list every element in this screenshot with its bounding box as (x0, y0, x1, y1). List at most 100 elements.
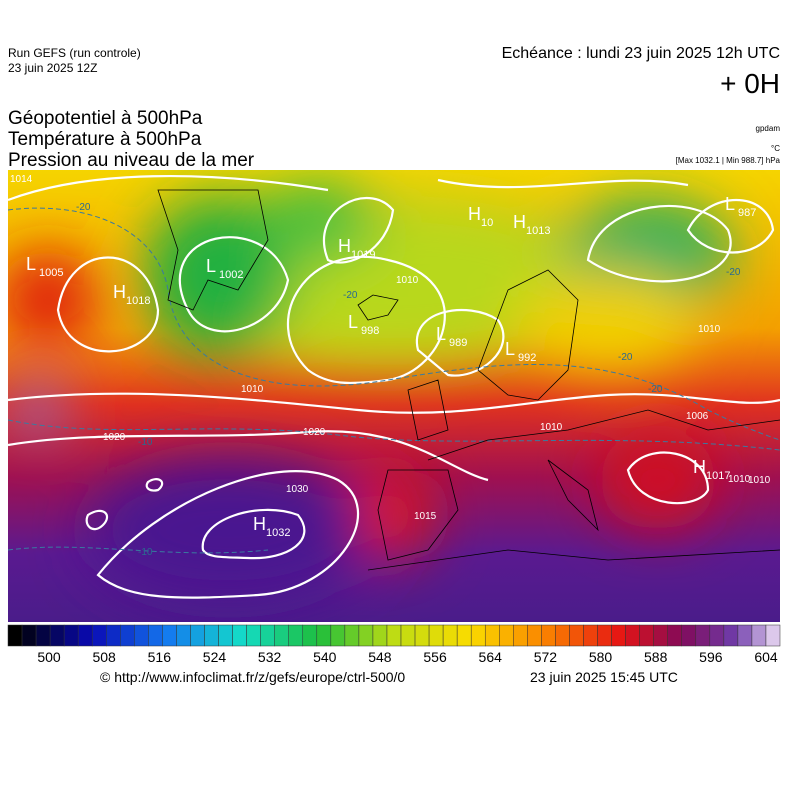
colorbar-cell (386, 624, 402, 647)
center-value: 1002 (219, 269, 243, 281)
colorbar-cell (358, 624, 374, 647)
colorbar-cell (484, 624, 500, 647)
colorbar-cell (134, 624, 149, 647)
colorbar-cell (91, 624, 107, 647)
isotherm-label: -10 (138, 437, 153, 448)
center-value: 1005 (39, 267, 63, 279)
colorbar-tick-label: 524 (203, 649, 227, 665)
center-letter: H (468, 204, 481, 224)
colorbar-tick-label: 508 (92, 649, 116, 665)
isobar-label: 1030 (286, 484, 309, 495)
isobar-label: 1010 (540, 422, 563, 433)
isotherm-label: -20 (726, 267, 741, 278)
colorbar-cell (428, 624, 444, 647)
colorbar-cell (639, 624, 654, 647)
colorbar-tick-label: 588 (644, 649, 668, 665)
isotherm-label: -10 (138, 547, 153, 558)
center-value: 998 (361, 325, 379, 337)
colorbar-cell (400, 624, 416, 647)
colorbar-cell (527, 624, 542, 647)
colorbar-cell (176, 624, 191, 647)
center-letter: L (206, 256, 216, 276)
title: Température à 500hPa (8, 129, 202, 150)
center-value: 1013 (526, 225, 550, 237)
center-value: 989 (449, 337, 467, 349)
center-value: 10 (481, 217, 493, 229)
isobar-label: 1010 (728, 474, 751, 485)
colorbar-cell (148, 624, 163, 647)
colorbar-cell (63, 624, 79, 647)
isobar-label: 1020 (103, 432, 126, 443)
colorbar-cell (246, 624, 261, 647)
isobar-label: 1006 (686, 411, 709, 422)
colorbar-cell (7, 624, 23, 647)
center-letter: L (436, 324, 446, 344)
center-value: 1018 (126, 295, 150, 307)
source-link: © http://www.infoclimat.fr/z/gefs/europe… (100, 669, 406, 685)
colorbar-tick-label: 580 (589, 649, 613, 665)
colorbar-cell (414, 624, 430, 647)
isobar-label: 1010 (748, 475, 771, 486)
colorbar-cell (330, 624, 346, 647)
colorbar-cell (737, 624, 753, 647)
colorbar-cell (218, 624, 233, 647)
colorbar-tick-label: 540 (313, 649, 337, 665)
colorbar-cell (232, 624, 247, 647)
center-letter: H (338, 236, 351, 256)
center-letter: H (253, 514, 266, 534)
valid-time: Echéance : lundi 23 juin 2025 12h UTC (501, 45, 780, 62)
center-letter: L (348, 312, 358, 332)
colorbar-cell (681, 624, 697, 647)
colorbar-cell (597, 624, 612, 647)
center-letter: L (505, 339, 515, 359)
colorbar-cell (653, 624, 668, 647)
isotherm-label: -20 (648, 384, 663, 395)
colorbar-tick-label: 556 (423, 649, 447, 665)
colorbar-cell (35, 624, 51, 647)
colorbar-cell (695, 624, 711, 647)
colorbar: 500 508 516 524 532 540 548 556 564 572 580 588 596 6… (7, 624, 781, 665)
title: Géopotentiel à 500hPa (8, 108, 203, 129)
colorbar-cell (709, 624, 725, 647)
center-letter: L (725, 194, 735, 214)
colorbar-cell (274, 624, 289, 647)
colorbar-tick-label: 532 (258, 649, 282, 665)
colorbar-cell (21, 624, 37, 647)
center-value: 1032 (266, 527, 290, 539)
isotherm-label: -20 (343, 290, 358, 301)
colorbar-cell (555, 624, 570, 647)
center-letter: H (513, 212, 526, 232)
colorbar-tick-label: 516 (148, 649, 172, 665)
title: Pression au niveau de la mer (8, 150, 255, 171)
colorbar-cell (302, 624, 318, 647)
center-letter: L (26, 254, 36, 274)
colorbar-cell (288, 624, 304, 647)
colorbar-cell (541, 624, 556, 647)
unit: °C (771, 144, 780, 153)
colorbar-cell (569, 624, 584, 647)
run-label: Run GEFS (run controle) (8, 46, 141, 60)
colorbar-cell (260, 624, 275, 647)
colorbar-tick-label: 548 (368, 649, 392, 665)
colorbar-tick-label: 500 (37, 649, 61, 665)
colorbar-tick-label: 564 (479, 649, 503, 665)
center-letter: H (693, 457, 706, 477)
center-value: 987 (738, 207, 756, 219)
colorbar-tick-label: 596 (699, 649, 723, 665)
unit: [Max 1032.1 | Min 988.7] hPa (675, 156, 780, 165)
colorbar-cell (470, 624, 486, 647)
colorbar-cell (625, 624, 640, 647)
colorbar-cell (372, 624, 388, 647)
colorbar-cell (106, 624, 121, 647)
colorbar-cell (316, 624, 332, 647)
colorbar-cell (344, 624, 360, 647)
colorbar-tick-label: 572 (534, 649, 558, 665)
colorbar-tick-label: 604 (754, 649, 778, 665)
isobar-label: 1014 (10, 174, 33, 185)
lead-time: + 0H (720, 68, 780, 99)
colorbar-cell (513, 624, 528, 647)
colorbar-cell (611, 624, 626, 647)
center-letter: H (113, 282, 126, 302)
